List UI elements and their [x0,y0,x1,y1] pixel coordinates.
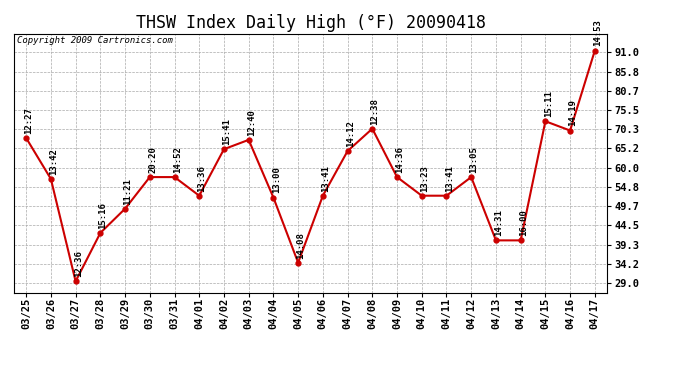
Text: 11:21: 11:21 [124,178,132,205]
Text: 12:40: 12:40 [247,109,256,136]
Title: THSW Index Daily High (°F) 20090418: THSW Index Daily High (°F) 20090418 [135,14,486,32]
Text: 14:53: 14:53 [593,20,602,46]
Text: 12:36: 12:36 [74,250,83,277]
Text: 13:36: 13:36 [197,165,206,192]
Text: 13:42: 13:42 [49,148,58,175]
Text: 14:36: 14:36 [395,146,404,173]
Text: 14:08: 14:08 [297,232,306,258]
Text: 15:41: 15:41 [222,118,231,145]
Text: 13:41: 13:41 [445,165,454,192]
Text: 14:19: 14:19 [569,99,578,126]
Text: 14:31: 14:31 [494,209,503,236]
Text: 20:20: 20:20 [148,146,157,173]
Text: 16:00: 16:00 [519,209,528,236]
Text: 14:12: 14:12 [346,120,355,147]
Text: 12:27: 12:27 [24,107,33,134]
Text: 15:16: 15:16 [99,202,108,229]
Text: Copyright 2009 Cartronics.com: Copyright 2009 Cartronics.com [17,36,172,45]
Text: 15:11: 15:11 [544,90,553,117]
Text: 13:41: 13:41 [321,165,330,192]
Text: 13:00: 13:00 [272,166,281,194]
Text: 12:38: 12:38 [371,98,380,124]
Text: 13:23: 13:23 [420,165,429,192]
Text: 14:52: 14:52 [172,146,181,173]
Text: 13:05: 13:05 [469,146,478,173]
